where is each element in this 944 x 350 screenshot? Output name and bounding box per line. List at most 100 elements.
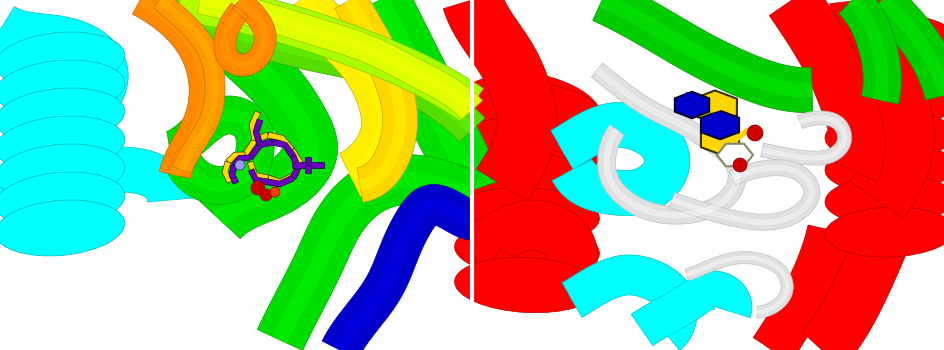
Polygon shape (464, 200, 597, 310)
Polygon shape (558, 118, 673, 200)
Ellipse shape (824, 175, 944, 225)
Polygon shape (815, 208, 899, 350)
Polygon shape (838, 0, 901, 104)
Polygon shape (463, 0, 535, 190)
Polygon shape (158, 0, 218, 171)
Ellipse shape (824, 111, 944, 161)
Polygon shape (700, 126, 738, 154)
Polygon shape (877, 0, 944, 97)
Polygon shape (271, 139, 295, 158)
Polygon shape (273, 172, 474, 343)
Polygon shape (685, 256, 788, 314)
Ellipse shape (454, 82, 598, 138)
Ellipse shape (824, 207, 944, 257)
Polygon shape (267, 175, 294, 187)
Polygon shape (166, 96, 274, 204)
Polygon shape (267, 172, 296, 185)
Polygon shape (638, 284, 738, 335)
Polygon shape (668, 160, 819, 230)
Polygon shape (290, 155, 301, 179)
Polygon shape (222, 161, 232, 183)
Polygon shape (345, 0, 405, 190)
Polygon shape (334, 198, 472, 350)
Polygon shape (684, 252, 792, 318)
Polygon shape (466, 95, 586, 185)
Polygon shape (631, 271, 751, 346)
Polygon shape (598, 0, 812, 97)
Polygon shape (469, 217, 580, 293)
Polygon shape (249, 111, 261, 141)
Ellipse shape (454, 117, 598, 173)
Polygon shape (243, 132, 269, 157)
Polygon shape (193, 0, 318, 226)
Ellipse shape (0, 32, 125, 88)
Ellipse shape (0, 60, 125, 116)
Ellipse shape (824, 47, 944, 97)
Polygon shape (248, 169, 268, 185)
Polygon shape (305, 157, 311, 165)
Polygon shape (231, 155, 250, 168)
Polygon shape (683, 92, 700, 106)
Polygon shape (592, 0, 812, 113)
Ellipse shape (454, 257, 598, 313)
Polygon shape (267, 132, 294, 152)
Polygon shape (247, 139, 273, 160)
Ellipse shape (824, 143, 944, 193)
Polygon shape (175, 0, 337, 239)
Polygon shape (591, 63, 746, 224)
Polygon shape (289, 148, 303, 176)
Polygon shape (292, 162, 308, 168)
Polygon shape (153, 0, 225, 173)
Polygon shape (766, 229, 835, 350)
Ellipse shape (0, 172, 125, 228)
Polygon shape (700, 111, 738, 139)
Ellipse shape (824, 15, 944, 65)
Polygon shape (247, 161, 268, 181)
Polygon shape (768, 0, 885, 182)
Polygon shape (0, 23, 109, 145)
Polygon shape (169, 109, 261, 191)
Ellipse shape (0, 144, 125, 200)
Polygon shape (595, 68, 739, 218)
Polygon shape (562, 255, 697, 350)
Polygon shape (443, 0, 557, 201)
Polygon shape (132, 0, 221, 178)
Polygon shape (733, 128, 749, 142)
Polygon shape (322, 184, 474, 350)
Polygon shape (847, 0, 887, 101)
Polygon shape (178, 0, 475, 110)
Polygon shape (281, 0, 409, 197)
Circle shape (235, 160, 244, 170)
Polygon shape (353, 0, 500, 199)
Polygon shape (568, 269, 683, 340)
Polygon shape (868, 0, 944, 100)
Ellipse shape (454, 187, 598, 243)
Polygon shape (550, 103, 689, 216)
Polygon shape (752, 225, 851, 350)
Polygon shape (801, 203, 918, 350)
Polygon shape (670, 165, 814, 225)
Polygon shape (177, 0, 483, 121)
Circle shape (251, 181, 264, 195)
Polygon shape (784, 0, 865, 174)
Polygon shape (197, 0, 481, 119)
Polygon shape (761, 116, 846, 160)
Polygon shape (829, 0, 934, 218)
Polygon shape (257, 155, 479, 350)
Polygon shape (138, 0, 210, 176)
Polygon shape (851, 0, 911, 205)
Circle shape (746, 125, 762, 141)
Polygon shape (295, 0, 393, 182)
Polygon shape (199, 0, 475, 113)
Polygon shape (0, 7, 128, 156)
Polygon shape (711, 103, 728, 112)
Polygon shape (334, 0, 417, 202)
Polygon shape (0, 147, 193, 222)
Ellipse shape (454, 222, 598, 278)
Circle shape (270, 187, 279, 197)
Circle shape (733, 158, 746, 172)
Polygon shape (253, 119, 262, 146)
Polygon shape (372, 0, 480, 193)
Polygon shape (222, 0, 268, 69)
Polygon shape (692, 91, 736, 124)
